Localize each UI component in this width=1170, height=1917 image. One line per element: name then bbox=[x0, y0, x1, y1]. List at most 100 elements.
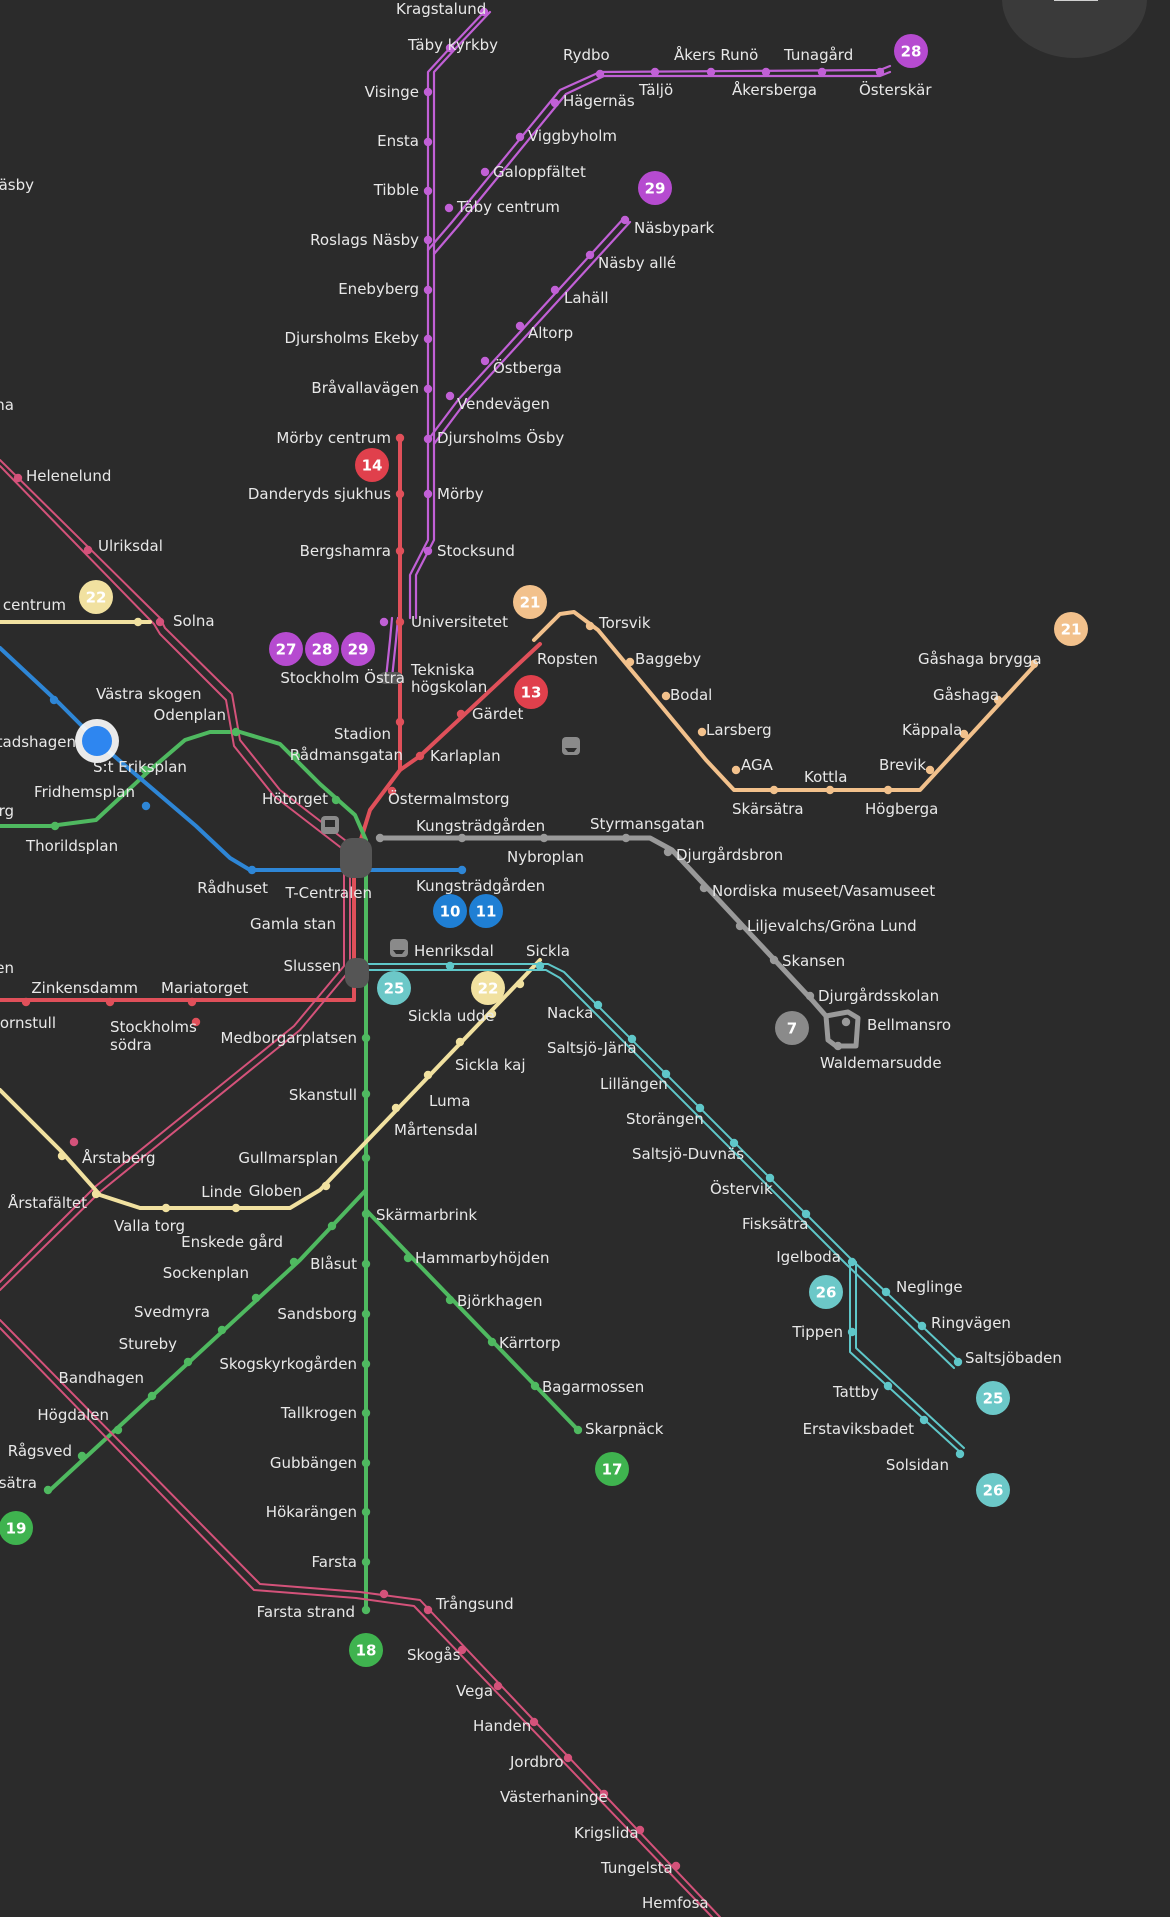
station-label[interactable]: Brevik bbox=[879, 756, 926, 774]
line-badge[interactable]: 19 bbox=[0, 1511, 33, 1545]
station-label[interactable]: Saltsjö-Duvnäs bbox=[632, 1145, 744, 1163]
line-badge[interactable]: 14 bbox=[355, 448, 389, 482]
station-dot[interactable] bbox=[550, 98, 560, 108]
station-label[interactable]: Stockholm Östra bbox=[280, 668, 405, 687]
station-dot[interactable] bbox=[361, 1408, 371, 1418]
station-label[interactable]: Valla torg bbox=[114, 1217, 185, 1235]
station-label[interactable]: Östervik bbox=[710, 1179, 773, 1198]
station-label[interactable]: Ulriksdal bbox=[98, 537, 163, 555]
station-dot[interactable] bbox=[231, 1203, 241, 1213]
station-dot[interactable] bbox=[841, 1017, 851, 1027]
station-dot[interactable] bbox=[761, 67, 771, 77]
station-label[interactable]: Rådmansgatan bbox=[290, 746, 403, 764]
station-dot[interactable] bbox=[627, 1034, 637, 1044]
station-dot[interactable] bbox=[539, 833, 549, 843]
station-label[interactable]: Stadshagen bbox=[0, 733, 76, 751]
station-label[interactable]: Thorildsplan bbox=[25, 837, 118, 855]
station-label[interactable]: Kungsträdgården bbox=[416, 877, 545, 895]
station-label[interactable]: S:t Eriksplan bbox=[93, 758, 187, 776]
station-dot[interactable] bbox=[769, 785, 779, 795]
station-dot[interactable] bbox=[487, 1009, 497, 1019]
station-label[interactable]: Hägernäs bbox=[563, 92, 635, 110]
line-badge[interactable]: 25 bbox=[377, 971, 411, 1005]
line-badge[interactable]: 28 bbox=[305, 632, 339, 666]
station-label[interactable]: Sandsborg bbox=[277, 1305, 357, 1323]
station-dot[interactable] bbox=[423, 235, 433, 245]
station-label[interactable]: Sickla kaj bbox=[455, 1056, 526, 1074]
station-label[interactable]: Universitetet bbox=[411, 613, 508, 631]
station-label[interactable]: Skanstull bbox=[289, 1086, 357, 1104]
station-label[interactable]: Fisksätra bbox=[742, 1215, 808, 1233]
station-label[interactable]: Liljevalchs/Gröna Lund bbox=[747, 917, 917, 935]
station-dot[interactable] bbox=[535, 961, 545, 971]
station-label[interactable]: Kottla bbox=[804, 768, 847, 786]
station-dot[interactable] bbox=[455, 1037, 465, 1047]
line-badge[interactable]: 13 bbox=[514, 675, 548, 709]
station-dot[interactable] bbox=[729, 1138, 739, 1148]
station-dot[interactable] bbox=[327, 1221, 337, 1231]
station-dot[interactable] bbox=[959, 729, 969, 739]
station-dot[interactable] bbox=[825, 785, 835, 795]
station-dot[interactable] bbox=[361, 1033, 371, 1043]
station-label[interactable]: högskolan bbox=[411, 678, 487, 696]
station-dot[interactable] bbox=[415, 751, 425, 761]
station-label[interactable]: Luma bbox=[429, 1092, 470, 1110]
station-dot[interactable] bbox=[395, 617, 405, 627]
station-label[interactable]: Torsvik bbox=[598, 614, 651, 632]
station-dot[interactable] bbox=[91, 1189, 101, 1199]
station-label[interactable]: Handen bbox=[473, 1717, 531, 1735]
station-dot[interactable] bbox=[480, 356, 490, 366]
station-label[interactable]: Neglinge bbox=[896, 1278, 963, 1296]
station-dot[interactable] bbox=[423, 285, 433, 295]
station-label[interactable]: Altorp bbox=[528, 324, 573, 342]
station-label[interactable]: Baggeby bbox=[635, 650, 701, 668]
station-dot[interactable] bbox=[379, 1589, 389, 1599]
station-label[interactable]: Kungsträdgården bbox=[416, 817, 545, 835]
station-dot[interactable] bbox=[361, 1259, 371, 1269]
station-dot[interactable] bbox=[847, 1257, 857, 1267]
station-dot[interactable] bbox=[423, 87, 433, 97]
station-label[interactable]: Högdalen bbox=[37, 1406, 109, 1424]
station-dot[interactable] bbox=[361, 1309, 371, 1319]
station-label[interactable]: Ensta bbox=[377, 132, 419, 150]
station-label[interactable]: Slussen bbox=[283, 957, 341, 975]
station-label[interactable]: södra bbox=[110, 1036, 152, 1054]
station-dot[interactable] bbox=[695, 1103, 705, 1113]
station-dot[interactable] bbox=[379, 617, 389, 627]
station-label[interactable]: Ropsten bbox=[537, 650, 598, 668]
station-label[interactable]: Bellmansro bbox=[867, 1016, 951, 1034]
station-label[interactable]: Mårtensdal bbox=[394, 1121, 478, 1139]
line-badge[interactable]: 22 bbox=[79, 580, 113, 614]
station-dot[interactable] bbox=[191, 1017, 201, 1027]
station-dot[interactable] bbox=[161, 1203, 171, 1213]
station-label[interactable]: Täljö bbox=[638, 81, 673, 99]
station-dot[interactable] bbox=[147, 1391, 157, 1401]
station-dot[interactable] bbox=[43, 1485, 53, 1495]
station-dot[interactable] bbox=[83, 545, 93, 555]
station-dot[interactable] bbox=[529, 1717, 539, 1727]
line-badge[interactable]: 25 bbox=[976, 1381, 1010, 1415]
station-label[interactable]: Bagarmossen bbox=[542, 1378, 644, 1396]
station-dot[interactable] bbox=[291, 751, 301, 761]
station-label[interactable]: Skogås bbox=[407, 1646, 461, 1664]
station-dot[interactable] bbox=[731, 765, 741, 775]
station-label[interactable]: Väsby bbox=[0, 176, 34, 194]
line-badge[interactable]: 21 bbox=[1054, 612, 1088, 646]
station-label[interactable]: Waldemarsudde bbox=[820, 1054, 942, 1072]
station-label[interactable]: Gåshaga brygga bbox=[918, 650, 1042, 668]
station-label[interactable]: Högberga bbox=[865, 800, 938, 818]
station-dot[interactable] bbox=[620, 215, 630, 225]
station-label[interactable]: Bodal bbox=[670, 686, 712, 704]
station-dot[interactable] bbox=[361, 1089, 371, 1099]
station-label[interactable]: Ringvägen bbox=[931, 1314, 1011, 1332]
station-dot[interactable] bbox=[595, 69, 605, 79]
station-label[interactable]: Medborgarplatsen bbox=[221, 1029, 358, 1047]
station-dot[interactable] bbox=[395, 489, 405, 499]
station-dot[interactable] bbox=[13, 473, 23, 483]
station-dot[interactable] bbox=[847, 1327, 857, 1337]
station-dot[interactable] bbox=[833, 1041, 843, 1051]
station-label[interactable]: Tattby bbox=[832, 1383, 879, 1401]
station-dot[interactable] bbox=[395, 717, 405, 727]
station-dot[interactable] bbox=[444, 203, 454, 213]
station-label[interactable]: Saltsjöbaden bbox=[965, 1349, 1062, 1367]
